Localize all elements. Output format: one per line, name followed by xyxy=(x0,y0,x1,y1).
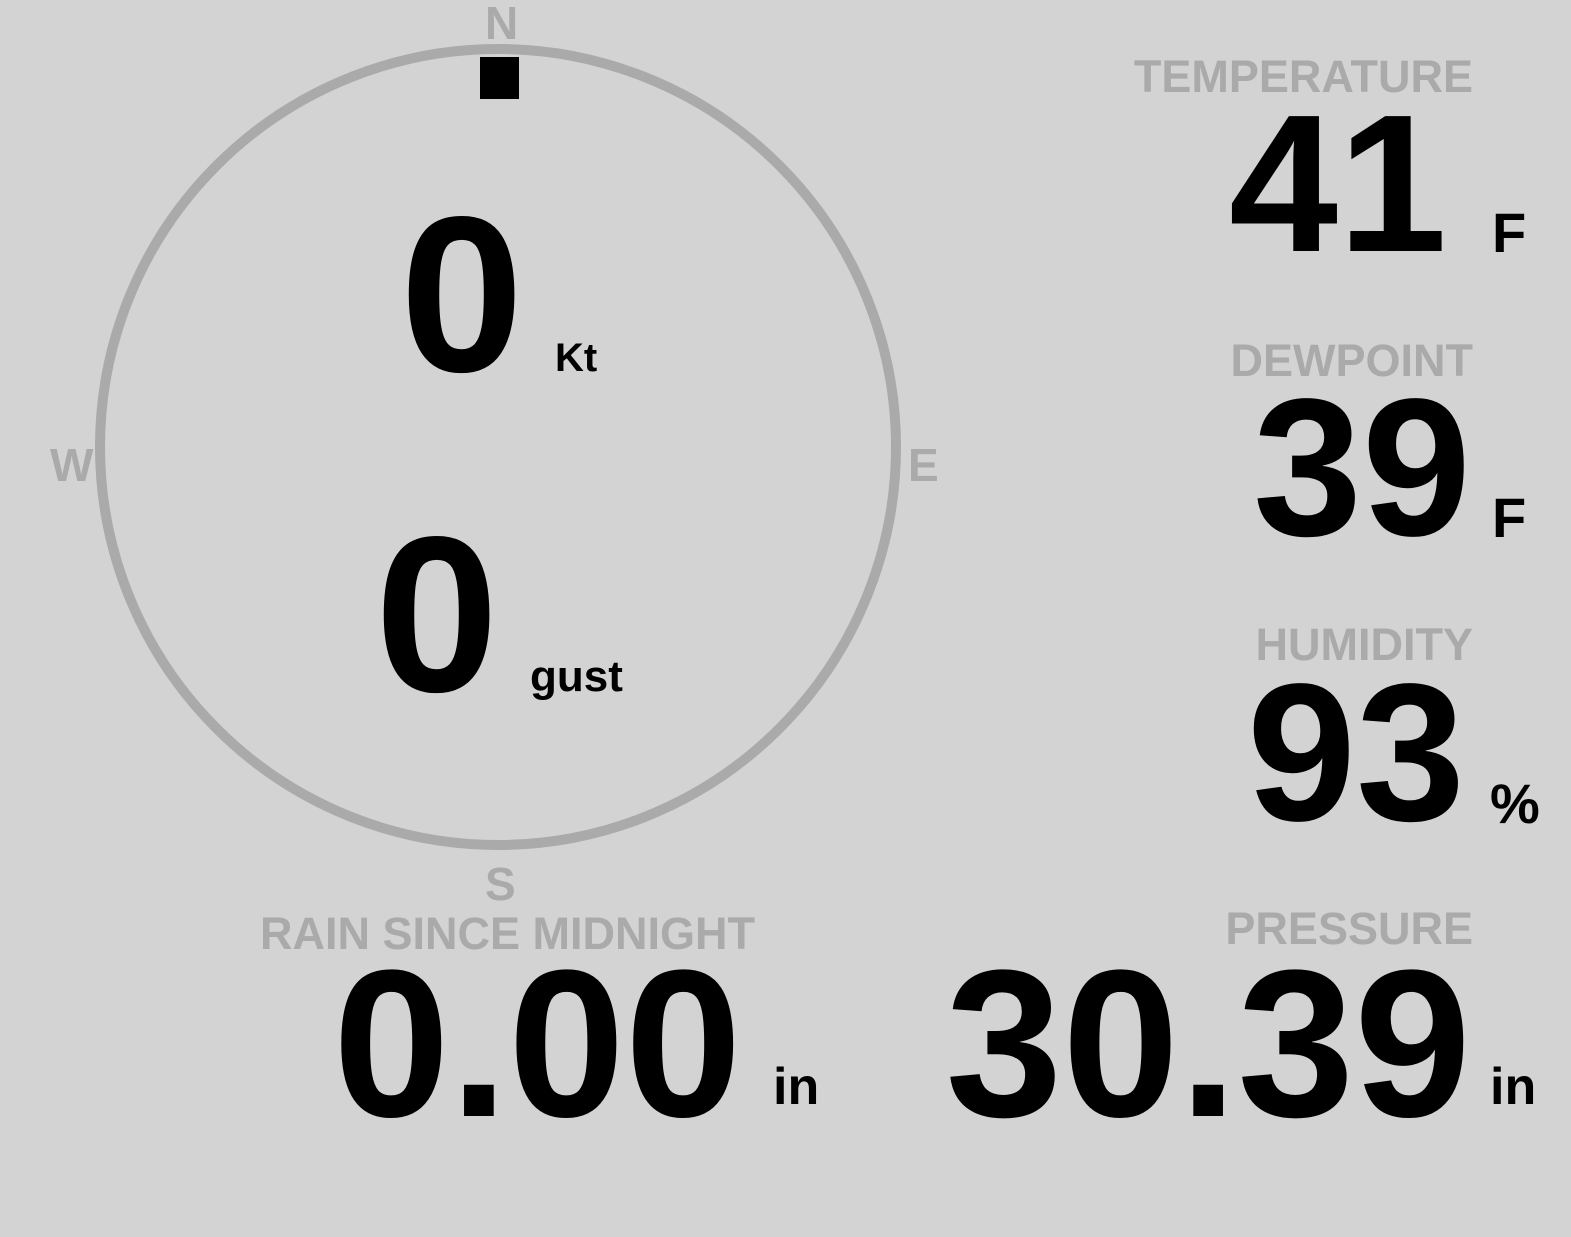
dewpoint-label: DEWPOINT xyxy=(1230,335,1474,386)
compass-ring xyxy=(95,44,901,850)
pressure-unit: in xyxy=(1490,1058,1537,1116)
temperature-unit: F xyxy=(1492,201,1527,264)
compass-west-label: W xyxy=(50,439,94,491)
temperature-label: TEMPERATURE xyxy=(1133,51,1473,102)
compass-north-label: N xyxy=(485,0,519,49)
rain-value: 0.00 xyxy=(333,926,742,1161)
wind-gust-unit: gust xyxy=(530,652,623,701)
humidity-label: HUMIDITY xyxy=(1255,619,1474,670)
compass-east-label: E xyxy=(908,439,939,491)
rain-label: RAIN SINCE MIDNIGHT xyxy=(260,908,755,959)
temperature-value: 41 xyxy=(1228,74,1447,293)
wind-speed-unit: Kt xyxy=(555,336,598,380)
pressure-value: 30.39 xyxy=(945,926,1471,1161)
wind-gust-value: 0 xyxy=(375,491,499,739)
compass-south-label: S xyxy=(485,858,516,910)
humidity-unit: % xyxy=(1490,772,1540,835)
wind-direction-indicator xyxy=(480,57,519,99)
pressure-label: PRESSURE xyxy=(1225,903,1473,954)
humidity-value: 93 xyxy=(1246,643,1465,862)
dewpoint-unit: F xyxy=(1492,486,1527,549)
dewpoint-value: 39 xyxy=(1252,358,1471,577)
wind-speed-value: 0 xyxy=(400,171,524,419)
rain-unit: in xyxy=(773,1058,820,1116)
